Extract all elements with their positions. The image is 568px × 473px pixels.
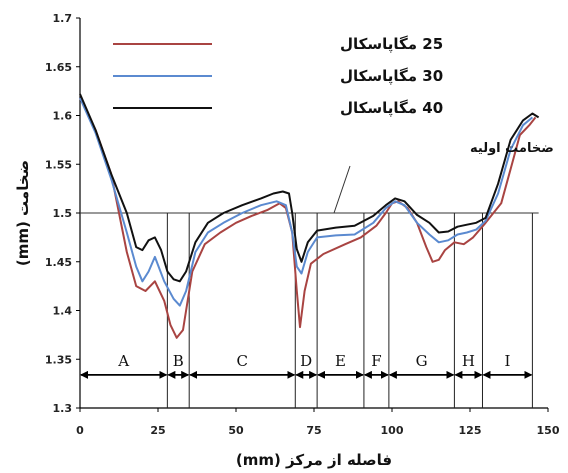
- y-tick-label: 1.45: [45, 256, 72, 269]
- legend-label-2: 30 مگاپاسکال: [340, 67, 443, 86]
- y-tick-label: 1.55: [45, 158, 72, 171]
- region-label-c: C: [236, 352, 247, 370]
- y-tick-label: 1.65: [45, 61, 72, 74]
- x-tick-label: 150: [537, 424, 560, 437]
- series-line-2: [79, 97, 534, 307]
- legend-layer: 25 مگاپاسکال 30 مگاپاسکال 40 مگاپاسکال: [113, 35, 443, 118]
- region-label-f: F: [371, 352, 381, 370]
- series-line-3: [79, 93, 540, 283]
- region-label-a: A: [117, 352, 129, 370]
- legend-label-1: 25 مگاپاسکال: [340, 35, 443, 54]
- region-label-b: B: [173, 352, 184, 370]
- x-axis-title: فاصله از مرکز (mm): [236, 451, 392, 469]
- x-tick-label: 75: [306, 424, 321, 437]
- y-axis-title: ضخامت (mm): [14, 160, 32, 266]
- y-tick-label: 1.6: [53, 110, 73, 123]
- y-tick-label: 1.3: [53, 402, 73, 415]
- region-label-g: G: [416, 352, 428, 370]
- annotation-leader-line: [333, 165, 351, 214]
- x-tick-label: 50: [228, 424, 244, 437]
- regions-layer: A B C D E F G H I: [80, 212, 539, 408]
- series-line-1: [79, 97, 537, 339]
- region-label-e: E: [335, 352, 346, 370]
- axes-layer: 1.3 1.35 1.4 1.45 1.5 1.55 1.6 1.65 1.7 0 25 50 75 10…: [14, 12, 560, 469]
- annotation-initial-thickness: ضخامت اولیه: [470, 141, 554, 156]
- x-tick-label: 25: [150, 424, 165, 437]
- x-tick-label: 125: [459, 424, 482, 437]
- y-tick-label: 1.7: [53, 12, 73, 25]
- series-layer: [79, 93, 540, 339]
- y-tick-label: 1.35: [45, 353, 72, 366]
- legend-label-3: 40 مگاپاسکال: [340, 99, 443, 118]
- x-tick-label: 100: [381, 424, 404, 437]
- x-tick-label: 0: [76, 424, 84, 437]
- region-label-d: D: [300, 352, 312, 370]
- y-tick-label: 1.5: [53, 207, 73, 220]
- annotation-layer: ضخامت اولیه: [333, 141, 554, 214]
- region-label-i: I: [504, 352, 510, 370]
- region-label-h: H: [462, 352, 475, 370]
- y-tick-label: 1.4: [53, 305, 73, 318]
